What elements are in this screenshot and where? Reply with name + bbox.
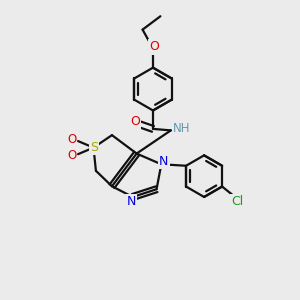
Text: Cl: Cl <box>232 195 244 208</box>
Text: O: O <box>130 115 140 128</box>
Text: O: O <box>67 133 76 146</box>
Text: S: S <box>90 140 98 154</box>
Text: N: N <box>159 155 168 168</box>
Text: O: O <box>149 40 159 53</box>
Text: N: N <box>127 195 136 208</box>
Text: O: O <box>67 149 76 162</box>
Text: NH: NH <box>173 122 191 135</box>
